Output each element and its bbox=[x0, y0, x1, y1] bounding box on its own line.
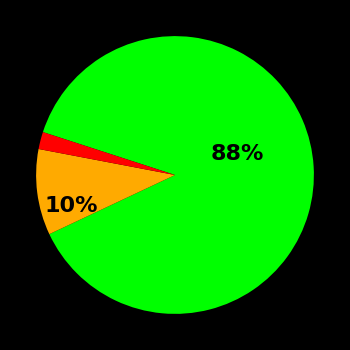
Text: 10%: 10% bbox=[44, 196, 98, 216]
Text: 88%: 88% bbox=[211, 144, 264, 164]
Wedge shape bbox=[43, 36, 314, 314]
Wedge shape bbox=[36, 149, 175, 234]
Wedge shape bbox=[38, 132, 175, 175]
